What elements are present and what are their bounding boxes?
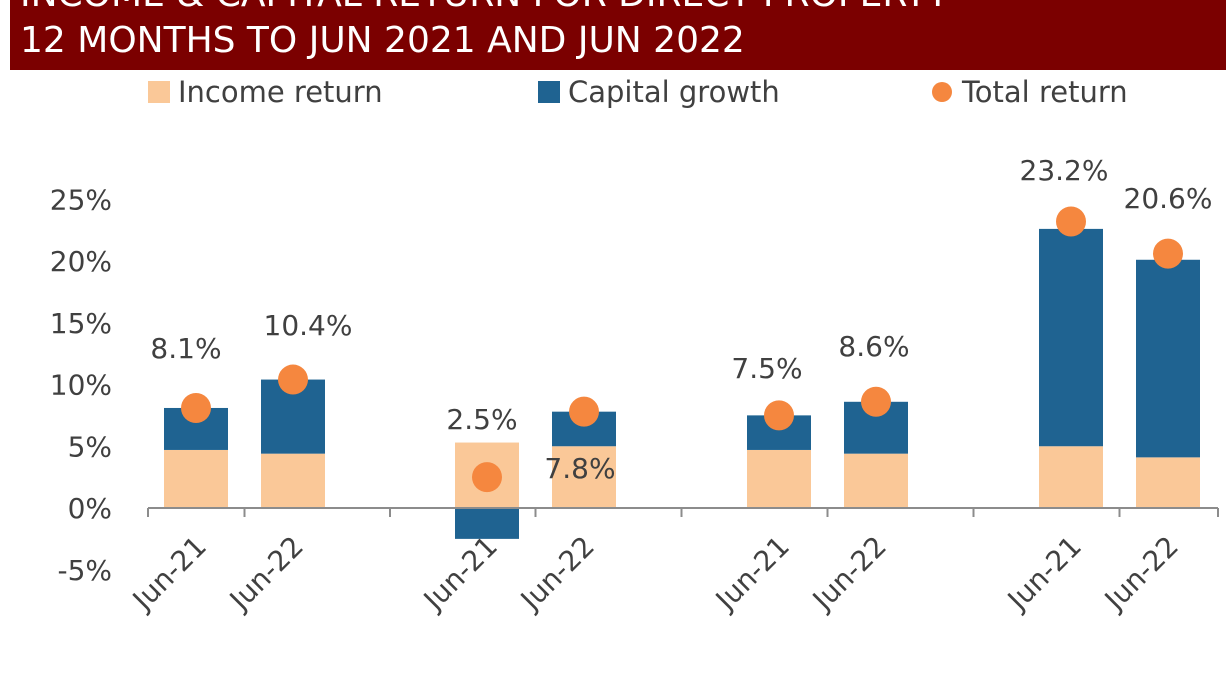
legend-swatch-income bbox=[148, 81, 170, 103]
legend-item-capital: Capital growth bbox=[538, 72, 780, 112]
x-tick-label: Jun-21 bbox=[125, 530, 213, 618]
x-tick-label: Jun-22 bbox=[805, 530, 893, 618]
bar-income bbox=[261, 453, 325, 508]
y-tick-label: 25% bbox=[50, 183, 112, 216]
bar-capital bbox=[1039, 228, 1103, 447]
legend-swatch-capital bbox=[538, 81, 560, 103]
bar-income bbox=[1039, 446, 1103, 508]
y-tick-label: -5% bbox=[57, 554, 112, 587]
y-tick-label: 5% bbox=[68, 430, 112, 463]
bar-capital bbox=[1136, 259, 1200, 458]
data-label: 23.2% bbox=[1020, 154, 1109, 187]
bar-income bbox=[164, 449, 228, 508]
data-label: 20.6% bbox=[1124, 182, 1213, 215]
x-tick-label: Jun-22 bbox=[222, 530, 310, 618]
legend-label-capital: Capital growth bbox=[568, 75, 780, 109]
total-return-dot bbox=[1056, 206, 1086, 237]
chart-title-line2: 12 MONTHS TO JUN 2021 AND JUN 2022 bbox=[20, 20, 745, 61]
x-tick-label: Jun-21 bbox=[1000, 530, 1088, 618]
total-return-dot bbox=[569, 396, 599, 427]
x-tick-label: Jun-22 bbox=[513, 530, 601, 618]
y-tick-label: 15% bbox=[50, 307, 112, 340]
total-return-dot bbox=[764, 400, 794, 431]
bar-income bbox=[552, 446, 616, 508]
y-tick-label: 20% bbox=[50, 245, 112, 278]
data-label: 7.5% bbox=[731, 352, 802, 385]
data-label: 7.8% bbox=[544, 452, 615, 485]
total-return-dot bbox=[1153, 238, 1183, 269]
total-return-dot bbox=[472, 462, 502, 493]
legend-label-income: Income return bbox=[178, 75, 383, 109]
legend-item-total: Total return bbox=[932, 72, 1128, 112]
chart-title-line1: INCOME & CAPITAL RETURN FOR DIRECT PROPE… bbox=[20, 0, 949, 15]
total-return-dot bbox=[861, 386, 891, 417]
x-tick-label: Jun-21 bbox=[416, 530, 504, 618]
data-label: 8.1% bbox=[150, 332, 221, 365]
total-return-dot bbox=[278, 364, 308, 395]
y-tick-label: 0% bbox=[68, 492, 112, 525]
data-label: 10.4% bbox=[264, 309, 353, 342]
legend-label-total: Total return bbox=[962, 75, 1128, 109]
total-return-dot bbox=[181, 392, 211, 423]
x-tick-label: Jun-22 bbox=[1097, 530, 1185, 618]
bar-income bbox=[747, 449, 811, 508]
bar-income bbox=[1136, 457, 1200, 508]
title-bar: INCOME & CAPITAL RETURN FOR DIRECT PROPE… bbox=[10, 0, 1226, 70]
data-label: 2.5% bbox=[446, 403, 517, 436]
legend-item-income: Income return bbox=[148, 72, 383, 112]
legend: Income return Capital growth Total retur… bbox=[0, 72, 1226, 112]
legend-dot-total bbox=[932, 82, 952, 102]
bar-capital bbox=[455, 508, 519, 539]
bar-income bbox=[844, 453, 908, 508]
data-label: 8.6% bbox=[838, 330, 909, 363]
x-tick-label: Jun-21 bbox=[708, 530, 796, 618]
y-tick-label: 10% bbox=[50, 369, 112, 402]
